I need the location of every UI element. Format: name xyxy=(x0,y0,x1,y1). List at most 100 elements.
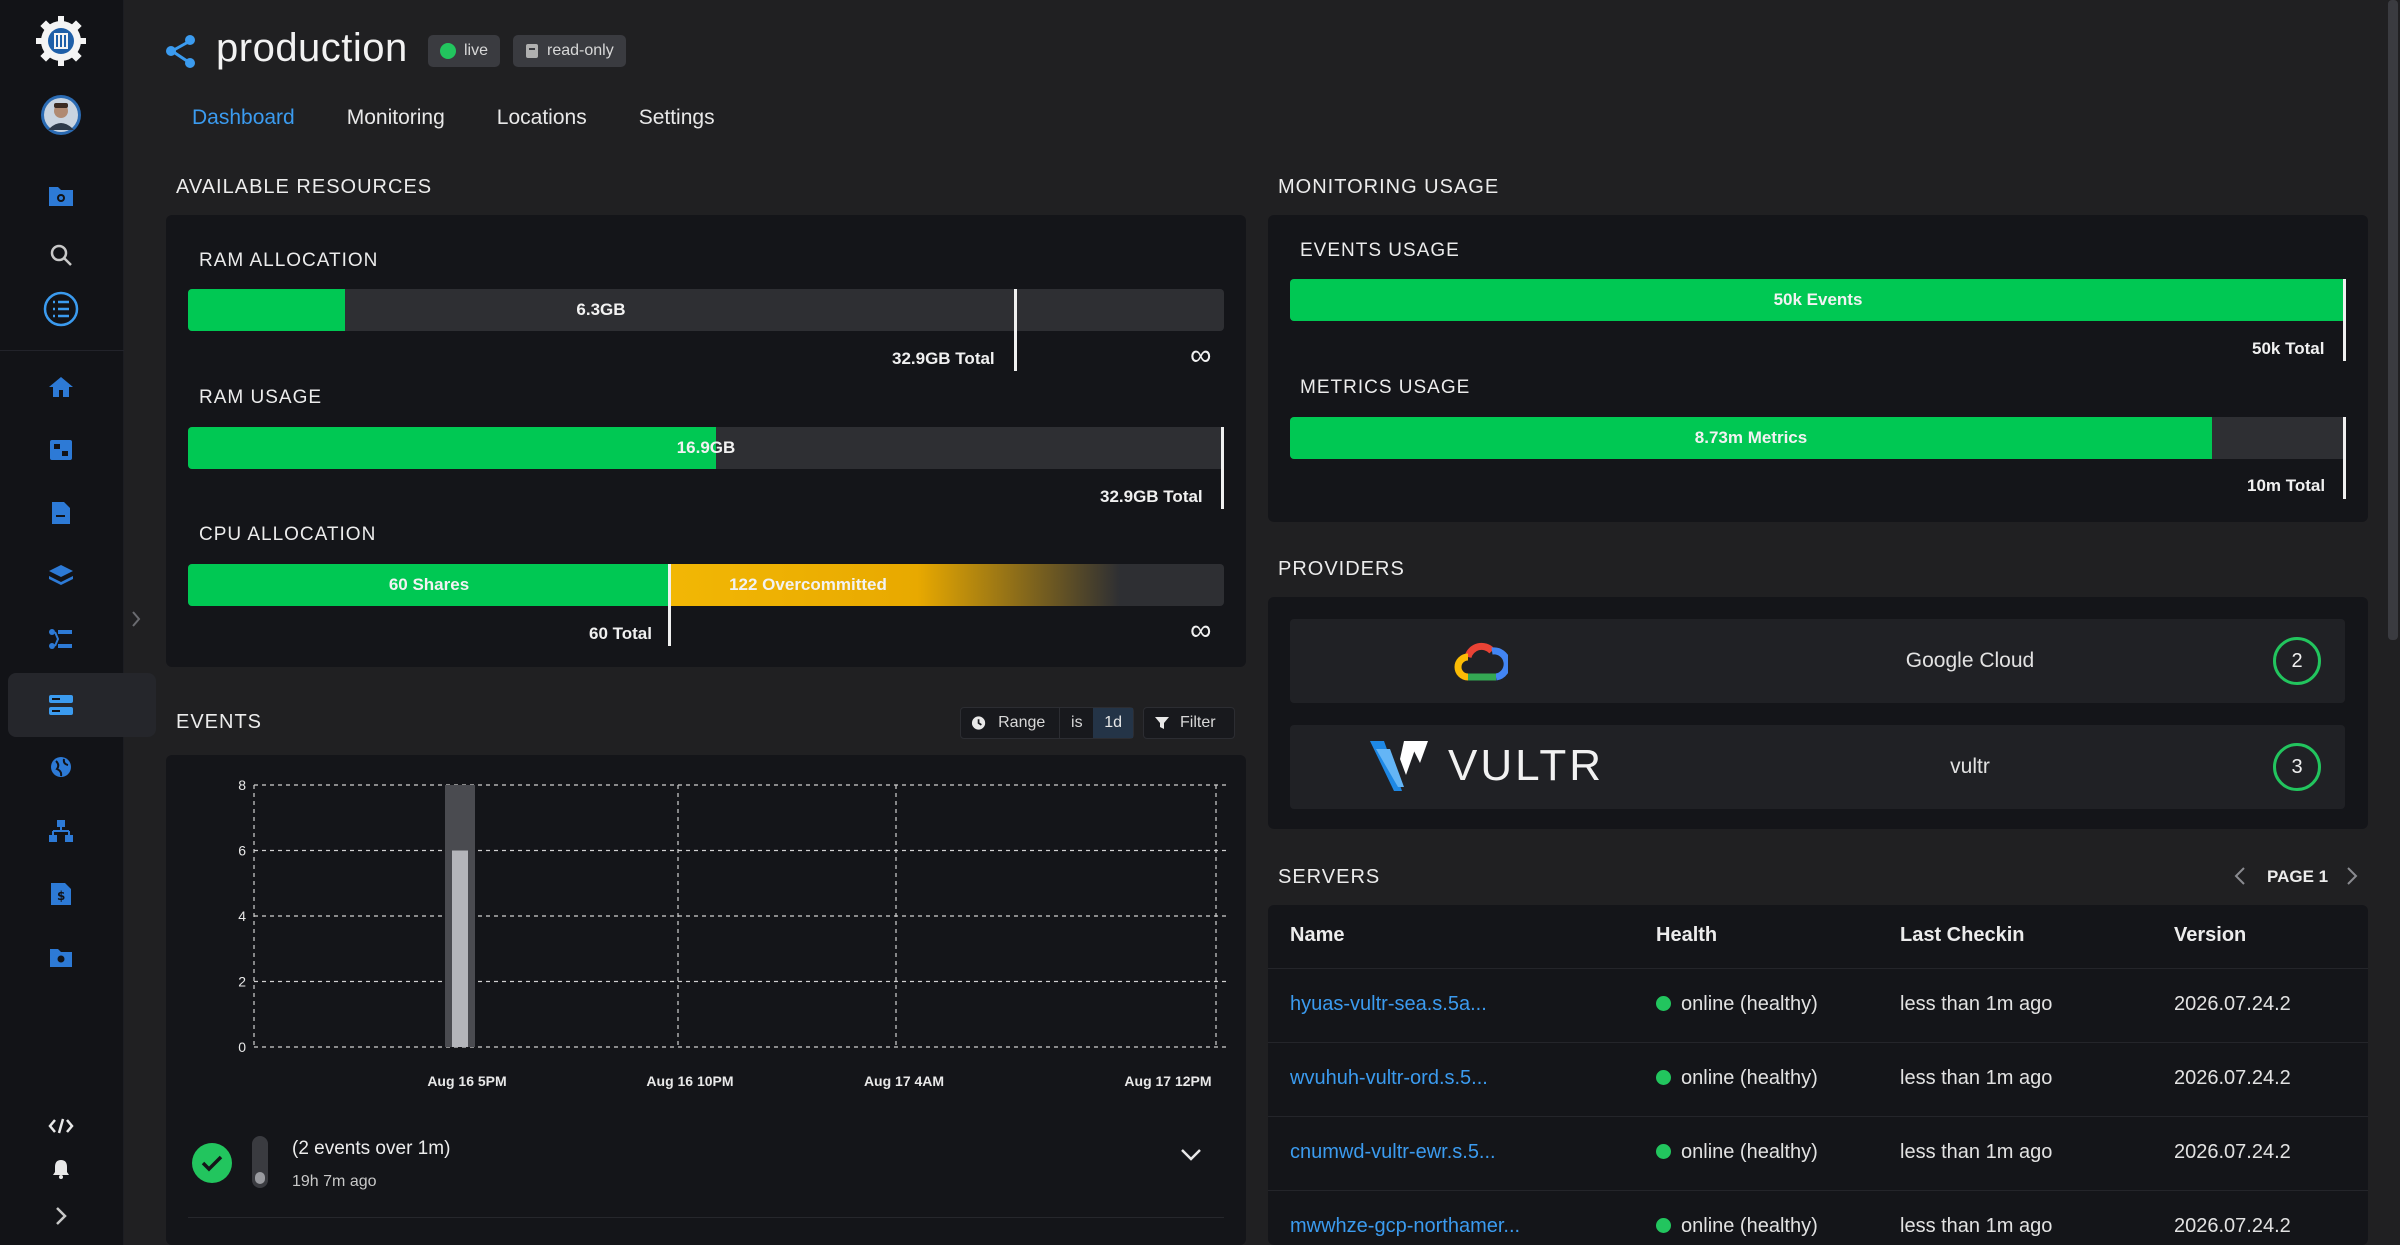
column-header-last-checkin[interactable]: Last Checkin xyxy=(1900,924,2025,946)
workflow-icon[interactable] xyxy=(40,618,82,660)
home-icon[interactable] xyxy=(40,366,82,408)
server-name-link[interactable]: hyuas-vultr-sea.s.5a... xyxy=(1290,993,1487,1015)
document-icon[interactable] xyxy=(40,492,82,534)
table-row[interactable]: wvuhuh-vultr-ord.s.5... online (healthy)… xyxy=(1268,1042,2368,1116)
providers-heading: PROVIDERS xyxy=(1278,558,1405,580)
ram-usage-bar: 16.9GB xyxy=(188,427,1224,469)
server-version: 2026.07.24.2 xyxy=(2174,993,2291,1015)
cluster-icon[interactable] xyxy=(40,429,82,471)
range-operator: is xyxy=(1059,708,1093,738)
server-version: 2026.07.24.2 xyxy=(2174,1067,2291,1089)
health-status-dot xyxy=(1656,996,1671,1011)
globe-icon[interactable] xyxy=(40,746,82,788)
metrics-usage-total: 10m Total xyxy=(2247,476,2326,495)
column-header-name[interactable]: Name xyxy=(1290,924,1345,946)
folder-gear-icon[interactable] xyxy=(40,174,82,216)
checklist-icon[interactable] xyxy=(40,288,82,330)
ram-allocation-total: 32.9GB Total xyxy=(892,349,995,368)
cpu-allocation-label: CPU ALLOCATION xyxy=(199,524,377,545)
provider-row-google-cloud[interactable]: Google Cloud 2 xyxy=(1290,619,2345,703)
range-filter-chip[interactable]: Range is 1d xyxy=(960,707,1134,739)
events-heading: EVENTS xyxy=(176,711,263,733)
metrics-usage-total-marker xyxy=(2343,417,2346,499)
tab-settings[interactable]: Settings xyxy=(638,106,715,129)
google-cloud-logo xyxy=(1450,639,1511,690)
event-volume-fill xyxy=(255,1172,265,1184)
table-row[interactable]: mwwhze-gcp-northamer... online (healthy)… xyxy=(1268,1190,2368,1245)
events-usage-total-marker xyxy=(2343,279,2346,361)
chart-y-tick-label: 4 xyxy=(238,908,246,924)
next-page-icon[interactable] xyxy=(2346,866,2358,891)
page-title: production xyxy=(216,26,408,70)
server-last-checkin: less than 1m ago xyxy=(1900,993,2053,1015)
vultr-mark-icon xyxy=(1370,741,1428,791)
chart-x-tick-label: Aug 17 4AM xyxy=(864,1073,944,1089)
events-usage-bar: 50k Events xyxy=(1290,279,2346,321)
column-header-health[interactable]: Health xyxy=(1656,924,1718,946)
logo-gear-icon[interactable] xyxy=(33,13,89,69)
chart-x-tick-label: Aug 17 12PM xyxy=(1124,1073,1211,1089)
filter-button[interactable]: Filter xyxy=(1143,707,1235,739)
event-divider xyxy=(188,1217,1224,1218)
cpu-allocation-bar: 60 Shares 122 Overcommitted xyxy=(188,564,1224,606)
table-row[interactable]: cnumwd-vultr-ewr.s.5... online (healthy)… xyxy=(1268,1116,2368,1190)
readonly-doc-icon xyxy=(526,44,538,58)
tab-monitoring[interactable]: Monitoring xyxy=(346,106,445,129)
chart-x-tick-label: Aug 16 5PM xyxy=(427,1073,506,1089)
expand-icon[interactable] xyxy=(40,1195,82,1237)
expand-event-chevron-icon[interactable] xyxy=(1180,1148,1202,1167)
range-value[interactable]: 1d xyxy=(1093,708,1133,738)
health-status-dot xyxy=(1656,1218,1671,1233)
network-icon[interactable] xyxy=(40,810,82,852)
search-icon[interactable] xyxy=(40,234,82,276)
sidebar-divider xyxy=(0,350,124,351)
cpu-overcommit-value: 122 Overcommitted xyxy=(729,575,887,594)
billing-icon[interactable]: $ xyxy=(40,873,82,915)
code-icon[interactable] xyxy=(40,1105,82,1147)
readonly-badge: read-only xyxy=(513,35,626,67)
range-label: Range xyxy=(998,714,1046,731)
servers-heading: SERVERS xyxy=(1278,866,1381,888)
events-panel: 0 2 4 6 8 Aug 16 5PM Aug 16 10PM Aug 17 4AM Aug … xyxy=(166,755,1246,1245)
bell-icon[interactable] xyxy=(40,1148,82,1190)
avatar[interactable] xyxy=(39,93,83,137)
ram-usage-label: RAM USAGE xyxy=(199,387,323,408)
server-last-checkin: less than 1m ago xyxy=(1900,1067,2053,1089)
page-scrollbar[interactable] xyxy=(2388,0,2398,640)
tab-dashboard[interactable]: Dashboard xyxy=(192,106,295,129)
server-name-link[interactable]: wvuhuh-vultr-ord.s.5... xyxy=(1290,1067,1488,1089)
readonly-badge-label: read-only xyxy=(547,42,614,59)
server-name-link[interactable]: cnumwd-vultr-ewr.s.5... xyxy=(1290,1141,1496,1163)
prev-page-icon[interactable] xyxy=(2234,866,2246,891)
servers-icon[interactable] xyxy=(40,684,82,726)
metrics-usage-bar: 8.73m Metrics xyxy=(1290,417,2346,459)
chart-y-tick-label: 2 xyxy=(238,974,246,990)
metrics-usage-fill xyxy=(1290,417,2212,459)
server-version: 2026.07.24.2 xyxy=(2174,1215,2291,1237)
metrics-usage-label: METRICS USAGE xyxy=(1300,377,1471,398)
table-row[interactable]: hyuas-vultr-sea.s.5a... online (healthy)… xyxy=(1268,968,2368,1042)
settings-folder-icon[interactable] xyxy=(40,936,82,978)
events-usage-fill xyxy=(1290,279,2346,321)
vultr-logo-text: VULTR xyxy=(1448,741,1604,790)
available-resources-heading: AVAILABLE RESOURCES xyxy=(176,176,433,198)
ram-allocation-total-marker xyxy=(1014,289,1017,371)
ram-allocation-fill xyxy=(188,289,345,331)
filter-icon xyxy=(1155,717,1169,729)
chart-y-tick-label: 6 xyxy=(238,843,246,859)
event-item-title[interactable]: (2 events over 1m) xyxy=(292,1138,451,1159)
server-health-label: online (healthy) xyxy=(1681,993,1818,1015)
ram-allocation-label: RAM ALLOCATION xyxy=(199,250,379,271)
ram-usage-fill xyxy=(188,427,716,469)
sidebar-collapse-chevron-icon[interactable] xyxy=(124,595,148,643)
tab-locations[interactable]: Locations xyxy=(496,106,587,129)
provider-name: vultr xyxy=(1950,755,1990,778)
provider-row-vultr[interactable]: VULTR vultr 3 xyxy=(1290,725,2345,809)
column-header-version[interactable]: Version xyxy=(2174,924,2247,946)
layers-icon[interactable] xyxy=(40,555,82,597)
events-usage-value: 50k Events xyxy=(1773,290,1863,309)
share-nodes-icon xyxy=(162,33,198,69)
server-health: online (healthy) xyxy=(1656,1141,1818,1164)
server-name-link[interactable]: mwwhze-gcp-northamer... xyxy=(1290,1215,1521,1237)
ram-usage-total-marker xyxy=(1221,427,1224,509)
